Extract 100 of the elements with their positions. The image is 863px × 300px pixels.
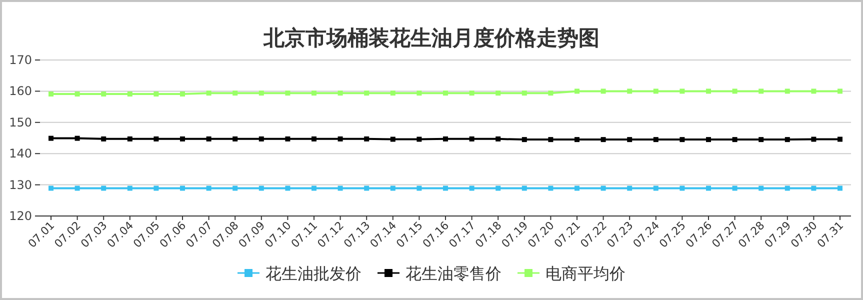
point — [48, 186, 54, 191]
point — [154, 136, 159, 142]
point — [154, 92, 159, 97]
point — [206, 186, 212, 191]
point — [443, 136, 448, 142]
point — [390, 90, 396, 96]
point — [627, 137, 632, 142]
point — [653, 186, 658, 191]
point — [364, 136, 370, 142]
y-tick-label: 160 — [9, 84, 32, 98]
point — [258, 90, 264, 96]
point — [443, 90, 448, 96]
point — [758, 88, 764, 94]
point — [548, 137, 554, 142]
point — [811, 136, 816, 142]
point — [101, 92, 106, 97]
chart-title: 北京市场桶装花生油月度价格走势图 — [262, 26, 600, 50]
y-tick-label: 140 — [9, 146, 32, 161]
point — [232, 186, 238, 191]
point — [838, 186, 842, 191]
point — [469, 136, 474, 142]
point — [680, 137, 685, 142]
point — [784, 186, 790, 191]
point — [48, 136, 54, 141]
point — [600, 88, 606, 94]
point — [180, 186, 185, 191]
point — [496, 186, 501, 191]
point — [706, 186, 711, 191]
point — [469, 186, 474, 191]
point — [496, 136, 501, 142]
point — [627, 88, 632, 94]
point — [232, 90, 238, 96]
point — [469, 90, 474, 96]
point — [258, 186, 264, 191]
legend-label: 电商平均价 — [546, 264, 626, 283]
point — [548, 186, 554, 191]
y-tick-label: 170 — [9, 53, 32, 67]
point — [206, 136, 212, 142]
point — [732, 186, 738, 191]
point — [522, 137, 527, 142]
point — [838, 136, 842, 142]
point — [312, 186, 316, 191]
point — [784, 137, 790, 142]
point — [758, 137, 764, 142]
point — [285, 186, 290, 191]
point — [732, 137, 738, 142]
point — [574, 137, 580, 142]
point — [206, 90, 212, 96]
point — [522, 186, 527, 191]
point — [285, 90, 290, 96]
point — [74, 186, 80, 191]
point — [312, 90, 316, 96]
point — [680, 186, 685, 191]
point — [390, 186, 396, 191]
y-tick-label: 150 — [9, 115, 32, 130]
point — [680, 88, 685, 94]
point — [74, 136, 80, 141]
y-tick-label: 130 — [9, 178, 32, 192]
point — [285, 136, 290, 142]
point — [416, 90, 422, 96]
point — [127, 92, 132, 97]
point — [154, 186, 159, 191]
point — [338, 90, 343, 96]
point — [600, 137, 606, 142]
point — [758, 186, 764, 191]
point — [522, 90, 527, 96]
point — [548, 90, 554, 96]
point — [101, 136, 106, 142]
point — [127, 136, 132, 142]
point — [258, 136, 264, 142]
point — [443, 186, 448, 191]
point — [416, 186, 422, 191]
legend-label: 花生油批发价 — [266, 264, 362, 283]
point — [180, 92, 185, 97]
point — [838, 88, 842, 94]
point — [496, 90, 501, 96]
point — [364, 186, 370, 191]
point — [574, 186, 580, 191]
point — [390, 136, 396, 142]
point — [48, 92, 54, 97]
point — [627, 186, 632, 191]
point — [127, 186, 132, 191]
point — [312, 136, 316, 142]
point — [811, 186, 816, 191]
point — [338, 186, 343, 191]
point — [364, 90, 370, 96]
point — [600, 186, 606, 191]
point — [338, 136, 343, 142]
point — [180, 136, 185, 142]
point — [653, 88, 658, 94]
point — [732, 88, 738, 94]
point — [74, 92, 80, 97]
point — [653, 137, 658, 142]
point — [706, 137, 711, 142]
point — [101, 186, 106, 191]
point — [706, 88, 711, 94]
point — [784, 88, 790, 94]
point — [574, 88, 580, 94]
point — [232, 136, 238, 142]
point — [416, 136, 422, 142]
